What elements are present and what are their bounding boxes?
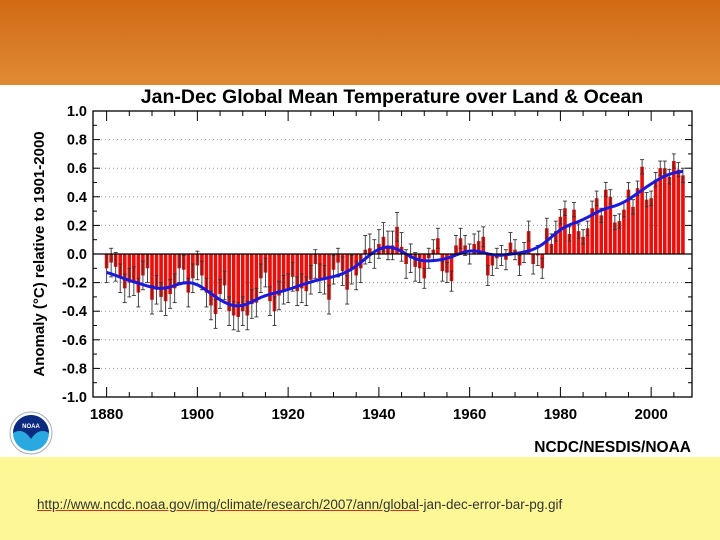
bar-1917 [272, 254, 277, 312]
bar-1979 [554, 231, 558, 254]
bar-1923 [299, 254, 304, 289]
y-tick-label: 1.0 [67, 104, 87, 120]
bar-1998 [640, 166, 644, 254]
bar-1902 [204, 254, 209, 293]
bar-1919 [281, 254, 286, 290]
bar-1984 [576, 231, 581, 254]
bar-1994 [622, 209, 626, 254]
bar-1996 [631, 206, 635, 254]
title-banner [0, 0, 720, 85]
y-tick-label: 0.8 [67, 133, 87, 149]
bar-1981 [563, 208, 567, 254]
bar-2004 [667, 176, 672, 254]
bar-1887 [136, 254, 141, 293]
bar-1892 [159, 254, 163, 297]
y-tick-label: 0.6 [67, 161, 87, 177]
bar-1985 [581, 236, 585, 254]
bar-1910 [240, 254, 245, 312]
x-tick-label: 1980 [544, 406, 577, 423]
bar-1990 [603, 189, 608, 254]
bar-1973 [526, 231, 531, 254]
bar-1913 [254, 254, 259, 303]
y-axis-label: Anomaly (°C) relative to 1901-2000 [31, 131, 48, 376]
bar-1986 [585, 228, 590, 254]
bar-1903 [209, 254, 213, 306]
bar-2002 [658, 168, 663, 254]
bar-2005 [672, 161, 676, 254]
source-url-underlined[interactable]: http://www.ncdc.noaa.gov/img/climate/res… [37, 497, 419, 512]
bar-1907 [227, 254, 231, 312]
y-tick-label: -0.8 [62, 361, 87, 377]
bar-1920 [286, 254, 290, 289]
bar-2007 [681, 175, 685, 254]
y-tick-label: 0.4 [67, 190, 87, 206]
x-tick-label: 2000 [634, 406, 667, 423]
svg-text:NOAA: NOAA [22, 424, 40, 430]
bar-2006 [676, 169, 681, 254]
footer-band [0, 457, 720, 540]
bar-1911 [245, 254, 250, 316]
y-tick-label: -0.6 [62, 333, 87, 349]
chart-title: Jan-Dec Global Mean Temperature over Lan… [141, 86, 643, 108]
bar-1898 [186, 254, 191, 293]
bar-1916 [268, 254, 272, 302]
bar-1999 [644, 199, 649, 254]
bar-1997 [635, 188, 640, 254]
y-tick-label: -0.2 [62, 276, 87, 292]
bar-2000 [649, 198, 653, 254]
noaa-logo: NOAA [9, 411, 53, 455]
bar-1956 [449, 254, 454, 282]
bar-1964 [485, 254, 490, 276]
bar-2003 [662, 168, 667, 254]
bar-1989 [599, 215, 604, 254]
bar-1905 [218, 254, 222, 295]
x-tick-label: 1960 [453, 406, 486, 423]
bar-1908 [231, 254, 236, 316]
bar-1924 [304, 254, 309, 292]
bar-1988 [594, 198, 599, 254]
source-url-link[interactable]: http://www.ncdc.noaa.gov/img/climate/res… [37, 497, 562, 512]
y-tick-label: -0.4 [62, 304, 87, 320]
bar-1893 [163, 254, 168, 302]
source-url-rest[interactable]: -jan-dec-error-bar-pg.gif [418, 497, 563, 512]
bar-1995 [626, 189, 631, 254]
x-tick-label: 1880 [90, 406, 123, 423]
bar-1918 [277, 254, 281, 296]
bar-1891 [154, 254, 159, 290]
bar-1922 [295, 254, 300, 292]
bar-1993 [617, 221, 622, 254]
bar-1987 [590, 208, 594, 254]
y-tick-label: 0.0 [67, 247, 87, 263]
x-tick-label: 1900 [181, 406, 214, 423]
bar-1909 [236, 254, 241, 317]
y-tick-label: -1.0 [62, 390, 87, 406]
bar-1890 [150, 254, 154, 300]
bar-1991 [608, 196, 613, 254]
bar-1884 [122, 254, 127, 289]
bar-1983 [572, 209, 576, 254]
temperature-chart: Jan-Dec Global Mean Temperature over Lan… [31, 86, 693, 456]
credit-label: NCDC/NESDIS/NOAA [534, 439, 691, 456]
bar-2001 [653, 179, 658, 254]
x-tick-label: 1920 [271, 406, 304, 423]
bar-1980 [558, 216, 563, 254]
bar-1982 [567, 233, 572, 254]
y-tick-label: 0.2 [67, 218, 87, 234]
bar-1895 [172, 254, 177, 289]
bar-1950 [422, 254, 427, 279]
bar-1992 [613, 222, 617, 254]
x-tick-label: 1940 [362, 406, 395, 423]
bar-1906 [222, 254, 227, 286]
smoothed-trend-line [106, 169, 684, 308]
bar-1904 [213, 254, 218, 315]
bar-1912 [250, 254, 254, 305]
bar-1894 [168, 254, 172, 295]
